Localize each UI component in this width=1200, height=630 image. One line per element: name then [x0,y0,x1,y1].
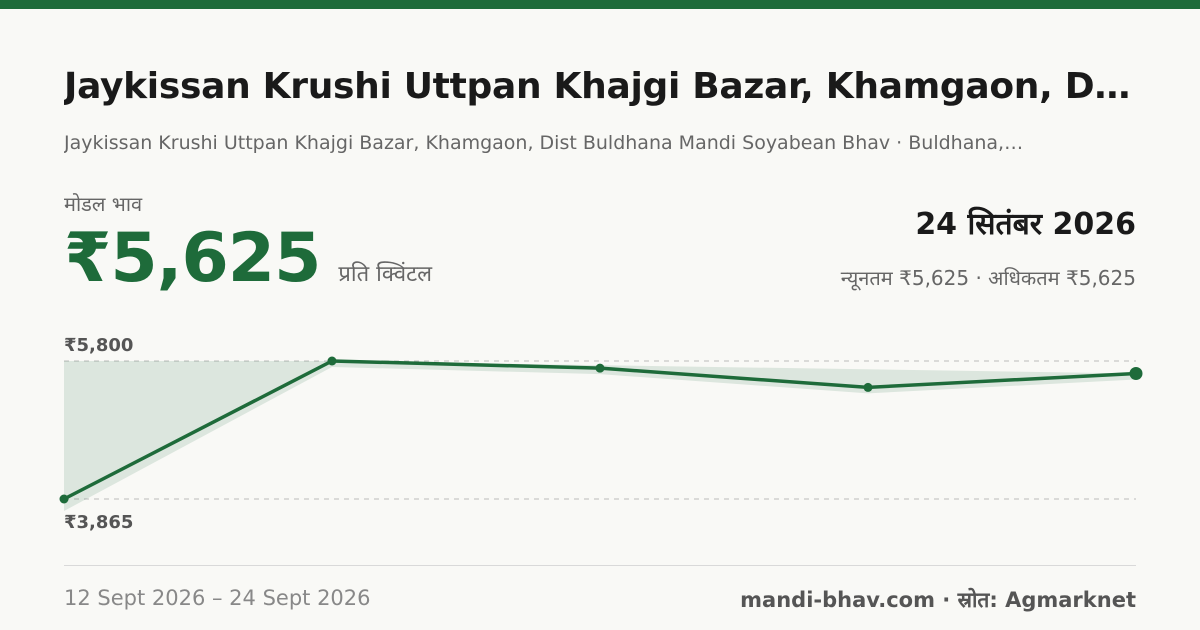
price-date: 24 सितंबर 2026 [915,207,1136,242]
price-points [59,356,1143,504]
source-credit: mandi-bhav.com · स्रोत: Agmarknet [740,588,1136,612]
price-point [863,382,873,392]
y-axis-min-label: ₹3,865 [64,512,133,533]
price-area-fill [64,361,1136,511]
page-subtitle: Jaykissan Krushi Uttpan Khajgi Bazar, Kh… [64,132,1024,154]
min-max-price: न्यूनतम ₹5,625 · अधिकतम ₹5,625 [840,266,1136,290]
price-trend-chart: ₹5,800 ₹3,865 [59,335,1143,533]
modal-price-label: मोडल भाव [64,192,143,216]
modal-price-value: ₹5,625 [64,219,321,298]
price-point [595,363,605,373]
footer-divider [64,565,1136,566]
date-range: 12 Sept 2026 – 24 Sept 2026 [64,586,371,610]
price-unit: प्रति क्विंटल [338,262,433,287]
price-point [1129,366,1143,380]
price-row: ₹5,625 प्रति क्विंटल [64,219,433,298]
page-title: Jaykissan Krushi Uttpan Khajgi Bazar, Kh… [64,66,1136,107]
price-point [59,494,69,504]
price-point [327,356,337,366]
top-accent-bar [0,0,1200,9]
y-axis-max-label: ₹5,800 [64,335,133,356]
